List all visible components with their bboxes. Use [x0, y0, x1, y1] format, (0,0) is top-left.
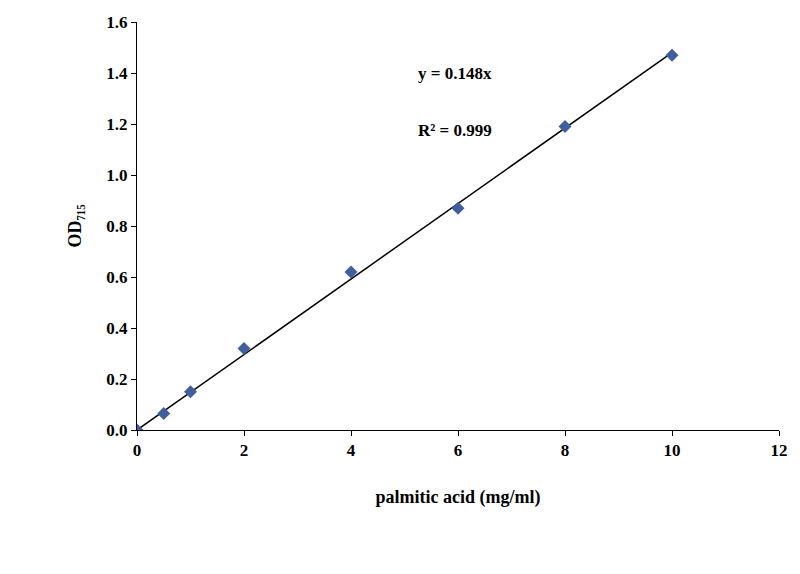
svg-text:y = 0.148x: y = 0.148x: [418, 64, 492, 83]
svg-text:0.0: 0.0: [106, 421, 127, 440]
svg-text:0.8: 0.8: [106, 217, 127, 236]
svg-text:0: 0: [133, 441, 142, 460]
svg-text:10: 10: [664, 441, 681, 460]
svg-text:palmitic acid (mg/ml): palmitic acid (mg/ml): [376, 487, 541, 508]
svg-text:2: 2: [240, 441, 249, 460]
svg-text:0.2: 0.2: [106, 370, 127, 389]
svg-text:1.6: 1.6: [106, 13, 127, 32]
svg-text:1.2: 1.2: [106, 115, 127, 134]
svg-text:OD₇₁₅: OD₇₁₅: [65, 204, 85, 247]
svg-text:4: 4: [347, 441, 356, 460]
svg-text:6: 6: [454, 441, 463, 460]
svg-text:12: 12: [771, 441, 788, 460]
svg-text:1.0: 1.0: [106, 166, 127, 185]
svg-text:8: 8: [561, 441, 570, 460]
svg-text:R² = 0.999: R² = 0.999: [418, 121, 492, 140]
svg-text:0.6: 0.6: [106, 268, 127, 287]
svg-text:1.4: 1.4: [106, 64, 128, 83]
svg-text:0.4: 0.4: [106, 319, 128, 338]
